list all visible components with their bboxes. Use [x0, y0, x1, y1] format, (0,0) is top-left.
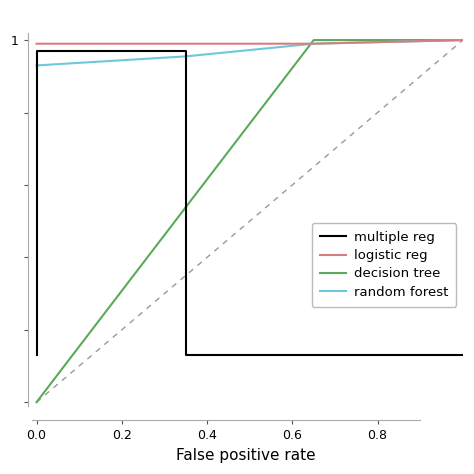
- X-axis label: False positive rate: False positive rate: [176, 448, 315, 463]
- Legend: multiple reg, logistic reg, decision tree, random forest: multiple reg, logistic reg, decision tre…: [312, 223, 456, 307]
